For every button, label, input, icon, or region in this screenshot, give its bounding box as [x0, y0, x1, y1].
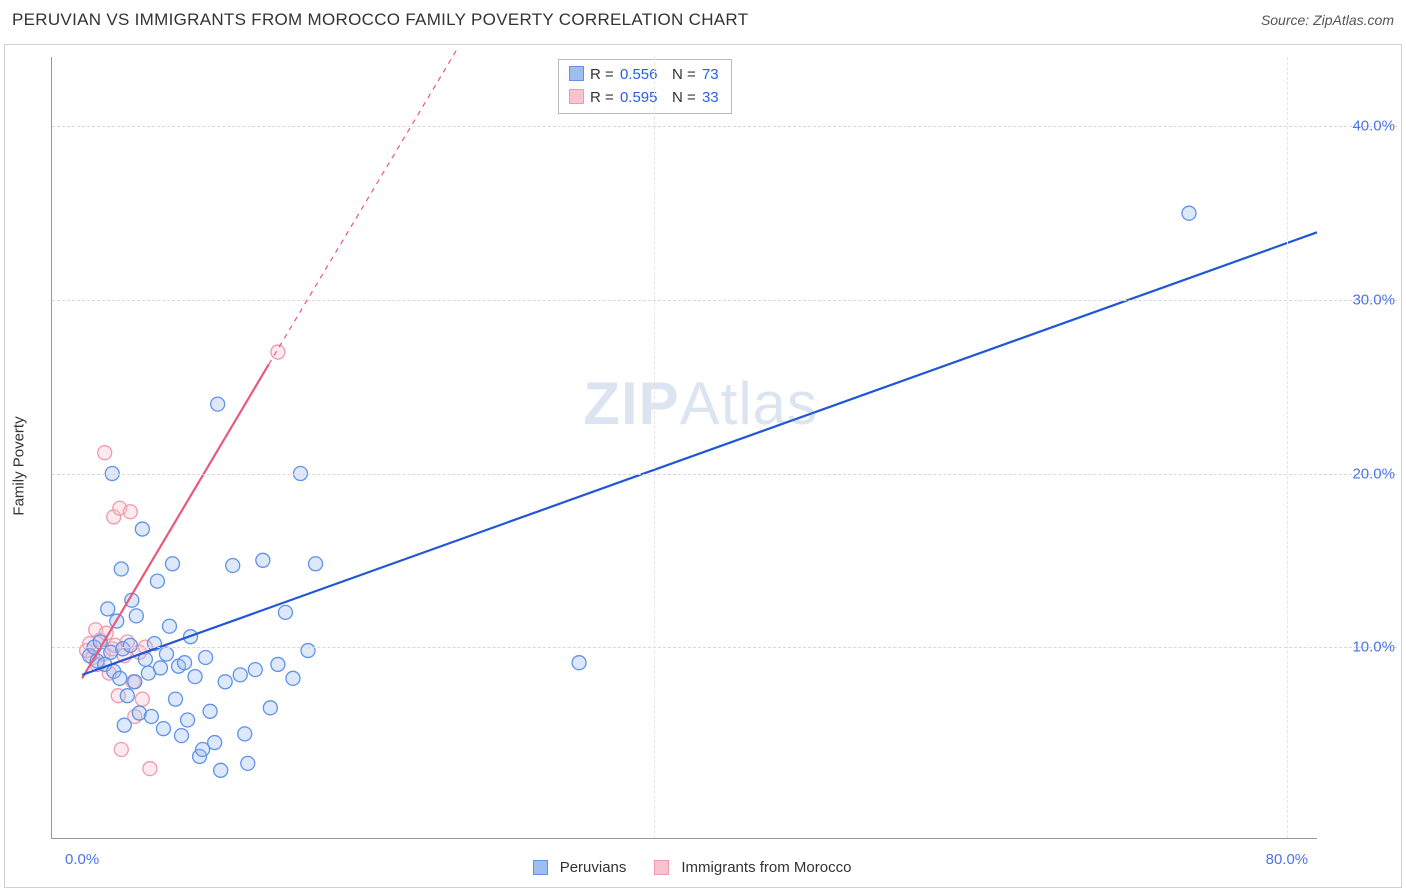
scatter-point: [156, 722, 170, 736]
scatter-point: [123, 638, 137, 652]
scatter-point: [135, 522, 149, 536]
scatter-point: [135, 692, 149, 706]
stats-row: R = 0.595 N = 33: [569, 87, 721, 110]
stat-n-value: 33: [702, 89, 719, 106]
scatter-point: [150, 574, 164, 588]
chart-title: PERUVIAN VS IMMIGRANTS FROM MOROCCO FAMI…: [12, 10, 748, 30]
stat-r-value: 0.595: [620, 89, 658, 106]
scatter-point: [120, 689, 134, 703]
ytick-label: 20.0%: [1325, 465, 1395, 482]
scatter-point: [188, 670, 202, 684]
scatter-point: [98, 446, 112, 460]
stat-r-label: R =: [590, 66, 618, 83]
scatter-point: [208, 736, 222, 750]
scatter-point: [114, 562, 128, 576]
scatter-point: [101, 602, 115, 616]
scatter-point: [226, 559, 240, 573]
scatter-point: [144, 710, 158, 724]
series-name: Immigrants from Morocco: [681, 859, 851, 876]
scatter-point: [263, 701, 277, 715]
series-legend: Peruvians Immigrants from Morocco: [533, 859, 852, 876]
scatter-point: [1182, 206, 1196, 220]
plot-svg: [52, 57, 1317, 838]
scatter-point: [162, 619, 176, 633]
y-axis-label: Family Poverty: [11, 416, 28, 515]
gridline-v: [1287, 57, 1288, 838]
stats-row: R = 0.556 N = 73: [569, 64, 721, 87]
scatter-point: [301, 644, 315, 658]
scatter-point: [128, 675, 142, 689]
legend-swatch: [654, 860, 669, 875]
trend-line: [82, 232, 1317, 675]
stat-r-label: R =: [590, 89, 618, 106]
scatter-point: [238, 727, 252, 741]
scatter-point: [175, 729, 189, 743]
scatter-point: [218, 675, 232, 689]
ytick-label: 40.0%: [1325, 118, 1395, 135]
ytick-label: 30.0%: [1325, 291, 1395, 308]
scatter-point: [199, 651, 213, 665]
scatter-point: [241, 756, 255, 770]
gridline-h: [52, 300, 1397, 301]
scatter-point: [233, 668, 247, 682]
scatter-point: [113, 671, 127, 685]
scatter-point: [181, 713, 195, 727]
scatter-point: [572, 656, 586, 670]
scatter-point: [117, 718, 131, 732]
series-legend-item: Immigrants from Morocco: [654, 859, 851, 876]
scatter-point: [123, 505, 137, 519]
scatter-point: [159, 647, 173, 661]
gridline-h: [52, 126, 1397, 127]
scatter-point: [256, 553, 270, 567]
plot-area: ZIPAtlas R = 0.556 N = 73R = 0.595 N = 3…: [51, 57, 1317, 839]
series-name: Peruvians: [560, 859, 627, 876]
legend-swatch: [569, 89, 584, 104]
stat-n-label: N =: [672, 66, 700, 83]
scatter-point: [153, 661, 167, 675]
scatter-point: [114, 742, 128, 756]
gridline-h: [52, 647, 1397, 648]
scatter-point: [129, 609, 143, 623]
series-legend-item: Peruvians: [533, 859, 627, 876]
gridline-h: [52, 474, 1397, 475]
scatter-point: [165, 557, 179, 571]
trend-line-dash: [269, 47, 459, 365]
scatter-point: [168, 692, 182, 706]
gridline-v: [654, 57, 655, 838]
scatter-point: [248, 663, 262, 677]
stat-r-value: 0.556: [620, 66, 658, 83]
stat-n-value: 73: [702, 66, 719, 83]
legend-swatch: [533, 860, 548, 875]
scatter-point: [178, 656, 192, 670]
scatter-point: [214, 763, 228, 777]
stats-legend: R = 0.556 N = 73R = 0.595 N = 33: [558, 59, 732, 114]
scatter-point: [143, 762, 157, 776]
chart-header: PERUVIAN VS IMMIGRANTS FROM MOROCCO FAMI…: [0, 0, 1406, 40]
scatter-point: [271, 345, 285, 359]
scatter-point: [278, 605, 292, 619]
chart-frame: Family Poverty ZIPAtlas R = 0.556 N = 73…: [4, 44, 1402, 888]
scatter-point: [211, 397, 225, 411]
stat-n-label: N =: [672, 89, 700, 106]
legend-swatch: [569, 66, 584, 81]
scatter-point: [203, 704, 217, 718]
ytick-label: 10.0%: [1325, 639, 1395, 656]
chart-source: Source: ZipAtlas.com: [1261, 12, 1394, 28]
xtick-label: 80.0%: [1266, 851, 1309, 868]
scatter-point: [286, 671, 300, 685]
scatter-point: [271, 657, 285, 671]
xtick-label: 0.0%: [65, 851, 99, 868]
scatter-point: [309, 557, 323, 571]
